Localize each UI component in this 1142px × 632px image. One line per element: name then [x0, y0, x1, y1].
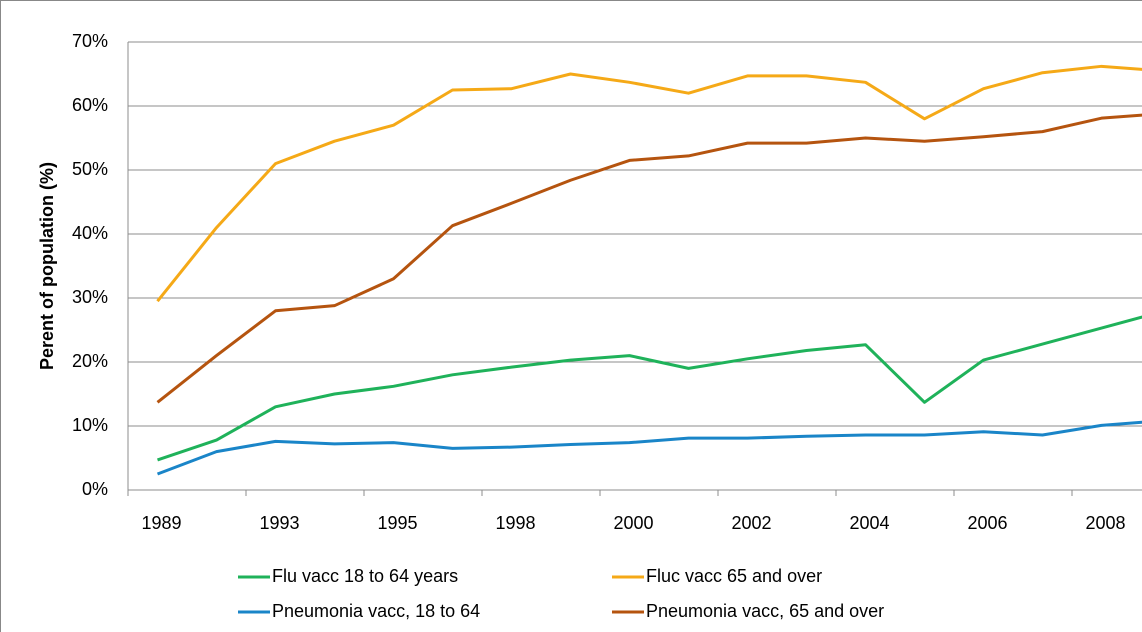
x-tick-label: 1993	[259, 513, 299, 533]
x-tick-label: 2004	[849, 513, 889, 533]
legend-label: Pneumonia vacc, 65 and over	[646, 601, 884, 621]
y-tick-label: 60%	[72, 95, 108, 115]
y-tick-label: 30%	[72, 287, 108, 307]
y-tick-label: 70%	[72, 31, 108, 51]
series-line	[156, 113, 1142, 404]
x-tick-label: 2000	[613, 513, 653, 533]
x-tick-label: 1989	[141, 513, 181, 533]
y-tick-label: 50%	[72, 159, 108, 179]
y-tick-label: 40%	[72, 223, 108, 243]
x-tick-label: 2008	[1085, 513, 1125, 533]
legend-label: Fluc vacc 65 and over	[646, 566, 822, 586]
x-tick-label: 2002	[731, 513, 771, 533]
x-tick-label: 1995	[377, 513, 417, 533]
series-line	[156, 64, 1142, 303]
y-axis-label: Perent of population (%)	[37, 162, 57, 370]
legend-label: Pneumonia vacc, 18 to 64	[272, 601, 480, 621]
y-tick-label: 10%	[72, 415, 108, 435]
x-tick-label: 1998	[495, 513, 535, 533]
x-tick-label: 2006	[967, 513, 1007, 533]
y-tick-label: 0%	[82, 479, 108, 499]
series-line	[157, 315, 1142, 462]
legend-label: Flu vacc 18 to 64 years	[272, 566, 458, 586]
series-line	[156, 420, 1142, 476]
y-tick-label: 20%	[72, 351, 108, 371]
